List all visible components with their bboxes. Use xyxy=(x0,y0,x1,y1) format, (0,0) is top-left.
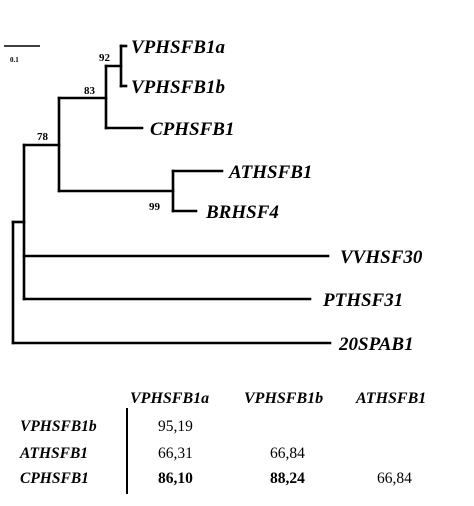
leaf-label-cphsfb1: CPHSFB1 xyxy=(150,119,234,140)
table-cell: 66,84 xyxy=(377,470,412,487)
bootstrap-value: 92 xyxy=(99,52,111,64)
table-cell: 66,84 xyxy=(270,445,305,462)
scale-bar-label: 0.1 xyxy=(10,56,19,64)
leaf-label-pthsf31: PTHSF31 xyxy=(322,290,403,311)
column-header: VPHSFB1a xyxy=(130,390,210,407)
table-divider xyxy=(126,408,128,494)
row-header: ATHSFB1 xyxy=(20,445,89,462)
tree-branches xyxy=(11,44,332,345)
leaf-label-vphsfb1a: VPHSFB1a xyxy=(131,37,225,58)
leaf-labels: VPHSFB1a VPHSFB1b CPHSFB1 ATHSFB1 BRHSF4… xyxy=(131,37,423,355)
table-cell: 86,10 xyxy=(158,470,193,487)
leaf-label-20spab1: 20SPAB1 xyxy=(338,334,414,355)
table-cell: 66,31 xyxy=(158,445,193,462)
column-header: ATHSFB1 xyxy=(356,390,427,407)
phylogenetic-tree: 0.1 VPHSFB1a VPHSFB1b CPHSFB1 ATHSFB1 BR… xyxy=(4,37,423,355)
leaf-label-vphsfb1b: VPHSFB1b xyxy=(131,77,225,98)
table-cell: 88,24 xyxy=(270,470,305,487)
column-header: VPHSFB1b xyxy=(244,390,324,407)
row-header: VPHSFB1b xyxy=(20,418,97,435)
bootstrap-value: 83 xyxy=(84,85,96,97)
bootstrap-values: 92 83 78 99 xyxy=(37,52,161,213)
leaf-label-brhsf4: BRHSF4 xyxy=(205,202,279,223)
identity-table: VPHSFB1a VPHSFB1b ATHSFB1 VPHSFB1b 95,19… xyxy=(0,388,474,498)
bootstrap-value: 99 xyxy=(149,201,161,213)
bootstrap-value: 78 xyxy=(37,131,49,143)
leaf-label-vvhsf30: VVHSF30 xyxy=(340,247,423,268)
table-cell: 95,19 xyxy=(158,418,193,435)
leaf-label-athsfb1: ATHSFB1 xyxy=(228,162,312,183)
row-header: CPHSFB1 xyxy=(20,470,89,487)
